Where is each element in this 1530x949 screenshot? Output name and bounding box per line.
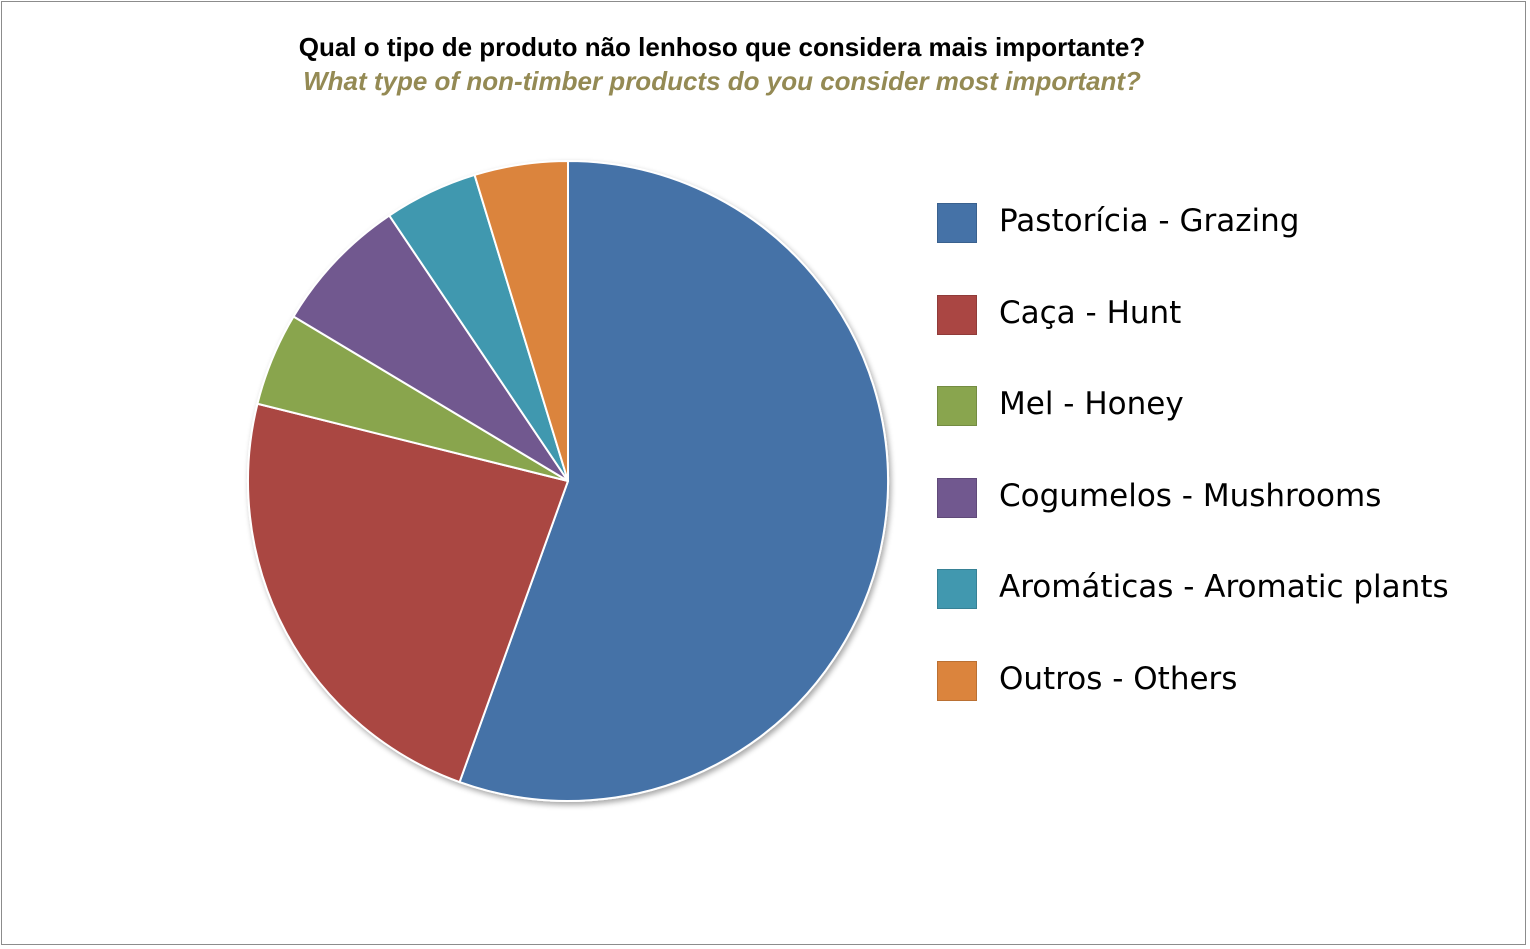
pie-slice-4 [292, 214, 569, 482]
legend-item: Caça - Hunt [937, 290, 1497, 335]
legend-item: Aromáticas - Aromatic plants [937, 564, 1497, 610]
pie-slice-2 [247, 402, 569, 784]
pie-slice-6 [473, 160, 569, 482]
legend-swatch [937, 660, 977, 701]
legend-swatch [937, 569, 977, 610]
legend-item: Cogumelos - Mushrooms [937, 473, 1497, 518]
legend-item: Mel - Honey [937, 381, 1497, 427]
legend-swatch [937, 477, 977, 518]
chart-title: Qual o tipo de produto não lenhoso que c… [298, 32, 1146, 62]
legend-label: Mel - Honey [999, 386, 1184, 423]
legend-label: Pastorícia - Grazing [999, 203, 1300, 239]
pie-slice-1 [458, 160, 889, 802]
chart-legend: Pastorícia - Grazing Caça - Hunt Mel - Hon… [937, 198, 1497, 748]
legend-swatch [937, 203, 977, 243]
chart-title-block: Qual o tipo de produto não lenhoso que c… [0, 30, 1444, 98]
legend-label: Outros - Others [999, 660, 1238, 697]
legend-label: Aromáticas - Aromatic plants [999, 569, 1449, 606]
chart-subtitle: What type of non-timber products do you … [303, 66, 1141, 96]
legend-swatch [937, 386, 977, 427]
legend-item: Pastorícia - Grazing [937, 198, 1497, 243]
legend-label: Caça - Hunt [999, 294, 1182, 331]
legend-swatch [937, 294, 977, 335]
legend-item: Outros - Others [937, 656, 1497, 701]
legend-label: Cogumelos - Mushrooms [999, 477, 1382, 514]
